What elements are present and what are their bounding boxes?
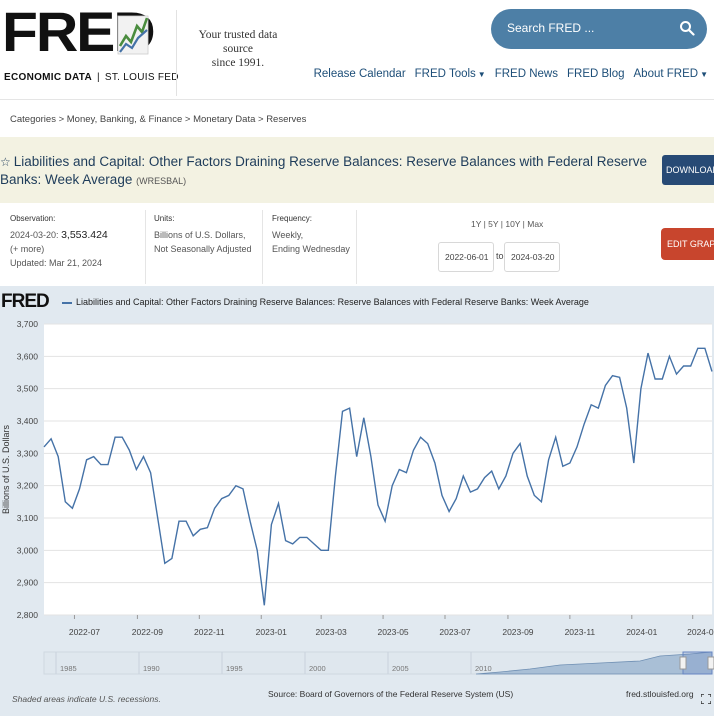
observation-block: Observation: 2024-03-20: 3,553.424 (+ mo…	[10, 214, 108, 268]
nav-fred-news[interactable]: FRED News	[494, 68, 558, 80]
page-title: ☆ Liabilities and Capital: Other Factors …	[0, 154, 648, 187]
navigator-label: 2005	[392, 664, 409, 673]
x-tick-label: 2023-05	[377, 627, 408, 637]
x-tick-label: 2022-07	[69, 627, 100, 637]
y-axis-label: Billions of U.S. Dollars	[1, 424, 11, 514]
y-tick-label: 3,200	[17, 481, 39, 491]
series-title-band: ☆ Liabilities and Capital: Other Factors …	[0, 137, 714, 203]
nav-fred-tools[interactable]: FRED Tools ▼	[414, 68, 486, 80]
meta-divider	[262, 210, 263, 284]
y-tick-label: 3,100	[17, 513, 39, 523]
range-navigator[interactable]: 1985 1990 1995 2000 2005 2010	[43, 651, 714, 675]
grid-lines	[44, 323, 712, 616]
line-chart[interactable]: 2,800 2,900 3,000 3,100 3,200 3,300 3,400 3,500…	[0, 286, 714, 716]
navigator-label: 1990	[143, 664, 160, 673]
x-tick-label: 2023-09	[502, 627, 533, 637]
y-tick-label: 3,700	[17, 319, 39, 329]
navigator-label: 2000	[309, 664, 326, 673]
x-tick-label: 2023-07	[439, 627, 470, 637]
x-axis-ticks: 2022-07 2022-09 2022-11 2023-01 2023-03 2023-…	[69, 615, 714, 637]
observation-value: 2024-03-20: 3,553.424	[10, 229, 108, 241]
date-from-input[interactable]: 2022-06-01	[438, 242, 494, 272]
nav-release-calendar[interactable]: Release Calendar	[313, 68, 406, 80]
x-tick-label: 2023-01	[256, 627, 287, 637]
search-icon[interactable]	[679, 20, 695, 36]
logo-graph-icon	[117, 15, 149, 55]
series-code: (WRESBAL)	[136, 176, 187, 186]
y-tick-label: 3,600	[17, 351, 39, 361]
y-tick-label: 3,500	[17, 384, 39, 394]
y-tick-label: 2,900	[17, 578, 39, 588]
nav-fred-blog[interactable]: FRED Blog	[566, 68, 625, 80]
meta-divider	[145, 210, 146, 284]
fullscreen-icon[interactable]	[701, 694, 711, 704]
edit-graph-button[interactable]: EDIT GRAPH ⚙	[661, 228, 714, 260]
x-tick-label: 2022-09	[132, 627, 163, 637]
site-header: FRED ECONOMIC DATA | ST. LOUIS FED Your tr…	[0, 0, 714, 100]
tagline: Your trusted data source since 1991.	[198, 29, 278, 69]
chevron-down-icon: ▼	[700, 70, 708, 79]
nav-about-fred[interactable]: About FRED ▼	[633, 68, 708, 80]
y-tick-label: 2,800	[17, 610, 39, 620]
chevron-down-icon: ▼	[477, 70, 486, 79]
logo-subtitle: ECONOMIC DATA | ST. LOUIS FED	[4, 72, 179, 83]
site-url[interactable]: fred.stlouisfed.org	[626, 689, 694, 699]
navigator-label: 1995	[226, 664, 243, 673]
fred-logo[interactable]: FRED ECONOMIC DATA | ST. LOUIS FED	[2, 4, 178, 84]
star-icon[interactable]: ☆	[0, 155, 11, 169]
y-axis-ticks: 2,800 2,900 3,000 3,100 3,200 3,300 3,400 3,500…	[17, 319, 39, 620]
units-block: Units: Billions of U.S. Dollars, Not Sea…	[154, 214, 252, 254]
navigator-handle-left[interactable]	[679, 656, 687, 670]
navigator-label: 1985	[60, 664, 77, 673]
search-input[interactable]: Search FRED ...	[491, 9, 707, 49]
x-tick-label: 2024-01	[626, 627, 657, 637]
header-divider	[176, 10, 177, 96]
breadcrumb[interactable]: Categories > Money, Banking, & Finance >…	[10, 114, 307, 125]
x-tick-label: 2024-03	[687, 627, 714, 637]
recession-note: Shaded areas indicate U.S. recessions.	[12, 694, 161, 704]
more-link[interactable]: (+ more)	[10, 244, 45, 254]
download-button[interactable]: DOWNLOAD ⬇	[662, 155, 714, 185]
plot-area	[44, 324, 712, 615]
chart-legend: Liabilities and Capital: Other Factors D…	[62, 297, 589, 307]
source-note[interactable]: Source: Board of Governors of the Federa…	[268, 689, 514, 699]
x-tick-label: 2022-11	[194, 627, 225, 637]
x-tick-label: 2023-11	[565, 627, 596, 637]
navigator-label: 2010	[475, 664, 492, 673]
date-to-input[interactable]: 2024-03-20	[504, 242, 560, 272]
search-placeholder: Search FRED ...	[507, 21, 595, 35]
chart-fred-logo: FRED	[1, 291, 50, 312]
series-line[interactable]	[43, 347, 713, 606]
y-tick-label: 3,400	[17, 416, 39, 426]
legend-swatch	[62, 301, 72, 304]
x-tick-label: 2023-03	[316, 627, 347, 637]
updated-date: Updated: Mar 21, 2024	[10, 258, 103, 268]
navigator-handle-right[interactable]	[707, 656, 714, 670]
main-nav: Release Calendar FRED Tools ▼ FRED News F…	[314, 68, 708, 80]
meta-divider	[356, 210, 357, 284]
y-tick-label: 3,300	[17, 448, 39, 458]
y-tick-label: 3,000	[17, 545, 39, 555]
frequency-block: Frequency: Weekly, Ending Wednesday	[272, 214, 350, 254]
date-to-label: to	[496, 251, 504, 261]
range-selector[interactable]: 1Y | 5Y | 10Y | Max	[471, 219, 544, 229]
